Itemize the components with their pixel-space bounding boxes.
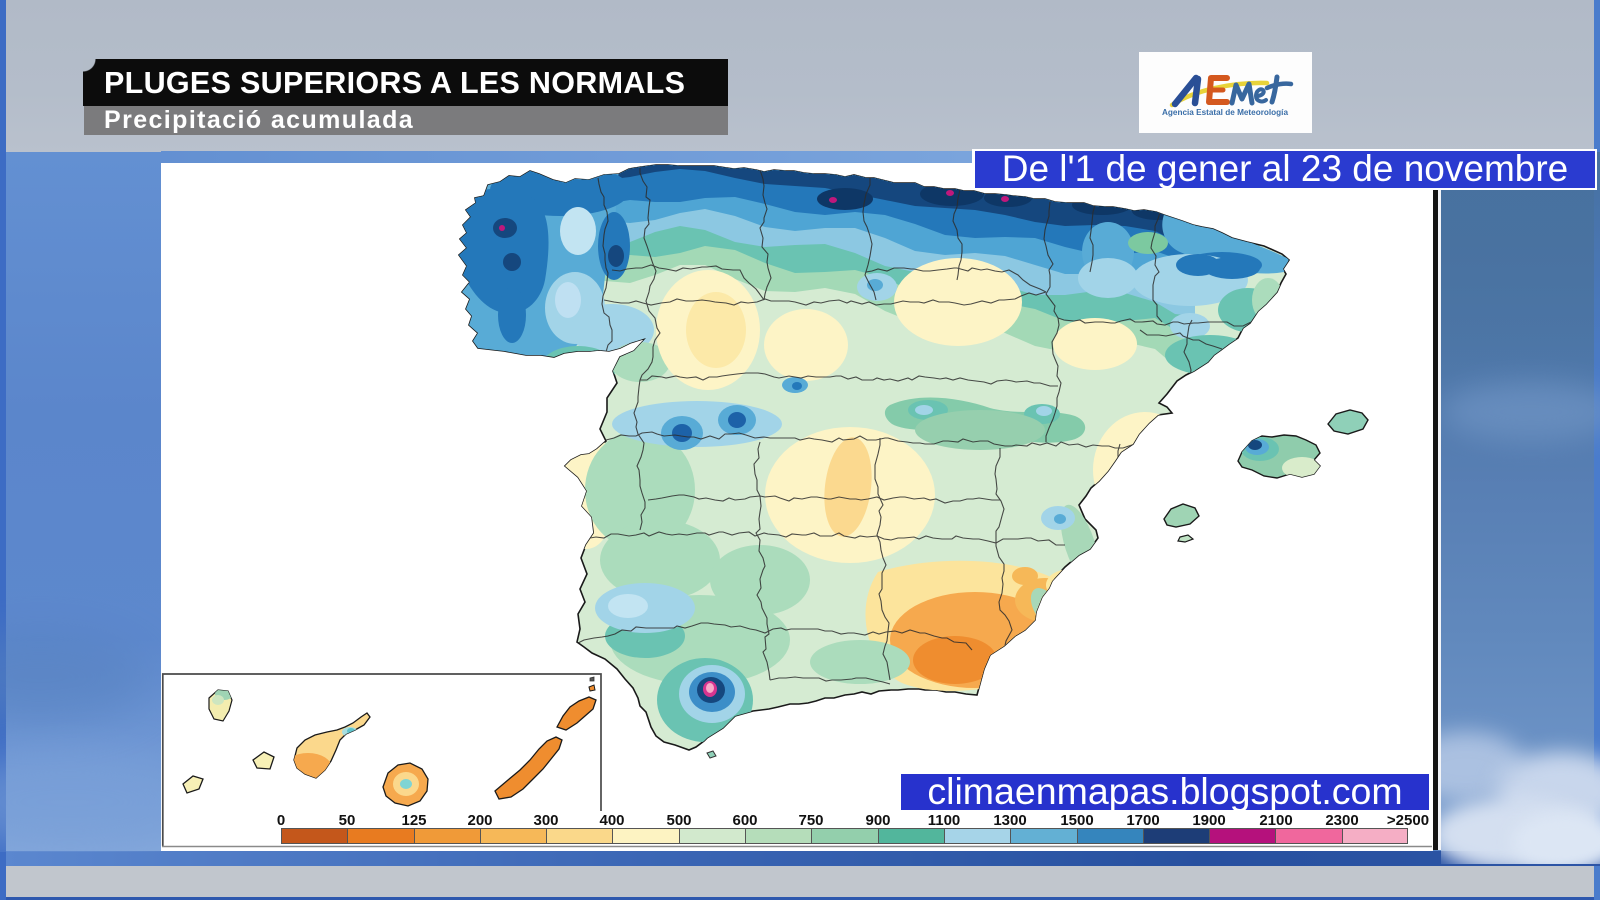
svg-text:Agencia Estatal de Meteorologí: Agencia Estatal de Meteorología xyxy=(1162,108,1288,117)
